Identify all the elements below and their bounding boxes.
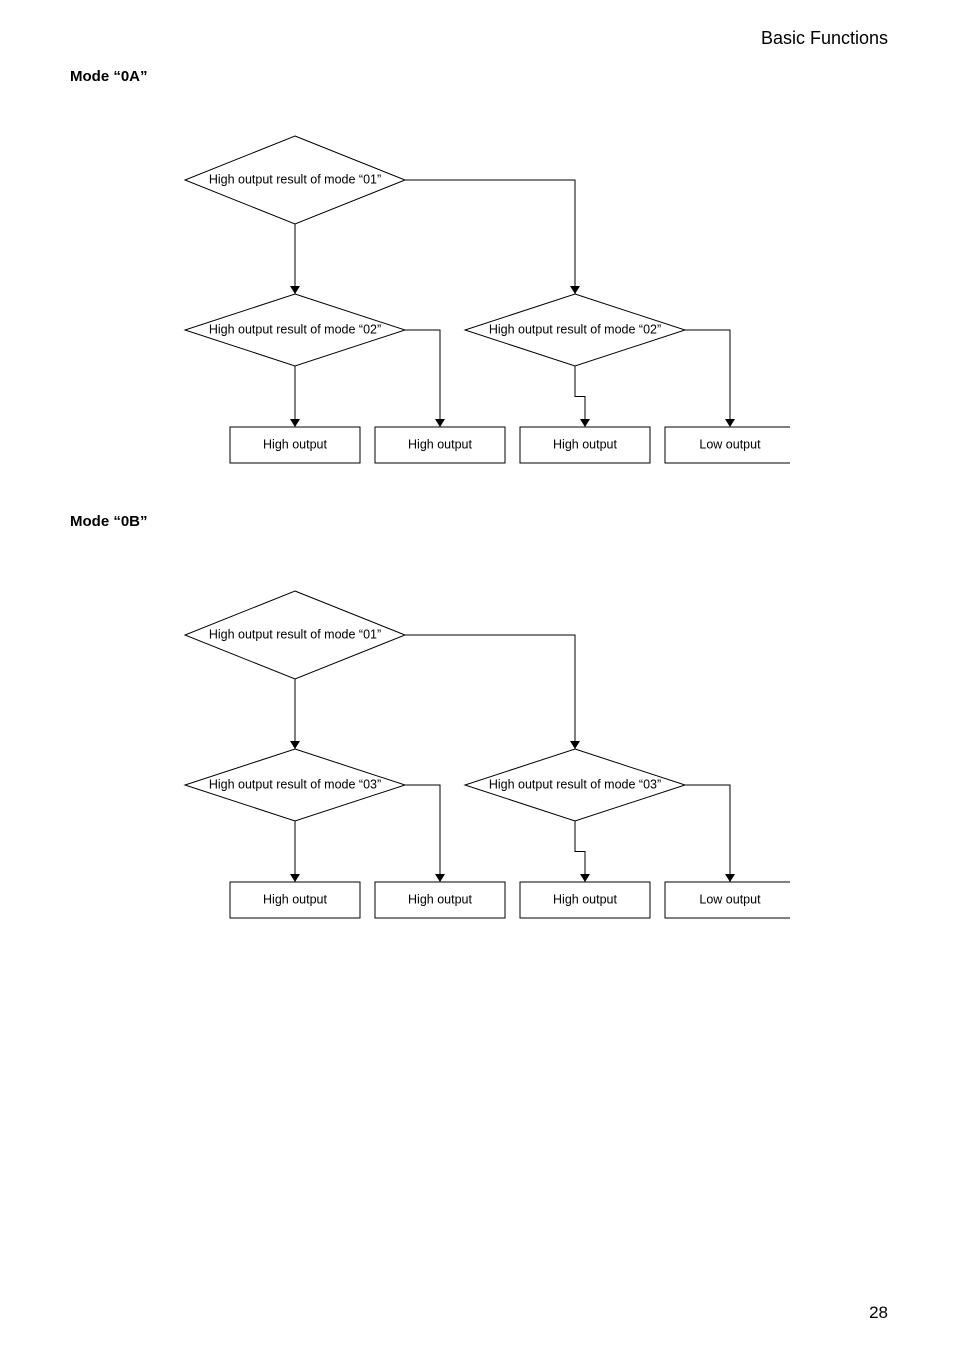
output-box-2-label: High output bbox=[553, 437, 617, 451]
page-header: Basic Functions bbox=[761, 28, 888, 49]
arrow-right-to-box3 bbox=[725, 419, 735, 427]
conn-top-to-right bbox=[405, 635, 575, 749]
arrow-left-to-box1 bbox=[435, 874, 445, 882]
output-box-0-label: High output bbox=[263, 437, 327, 451]
arrow-right-to-box3 bbox=[725, 874, 735, 882]
page-number: 28 bbox=[869, 1303, 888, 1323]
arrow-right-to-box2 bbox=[580, 874, 590, 882]
arrow-right-to-box2 bbox=[580, 419, 590, 427]
output-box-3-label: Low output bbox=[699, 892, 761, 906]
arrow-left-to-box0 bbox=[290, 874, 300, 882]
output-box-1-label: High output bbox=[408, 892, 472, 906]
output-box-1-label: High output bbox=[408, 437, 472, 451]
output-box-0-label: High output bbox=[263, 892, 327, 906]
section-title-0b: Mode “0B” bbox=[70, 513, 148, 530]
arrow-top-to-left bbox=[290, 286, 300, 294]
arrow-top-to-right bbox=[570, 741, 580, 749]
output-box-2-label: High output bbox=[553, 892, 617, 906]
decision-left-label: High output result of mode “03” bbox=[209, 777, 381, 791]
arrow-top-to-left bbox=[290, 741, 300, 749]
conn-right-to-box3 bbox=[685, 330, 730, 427]
decision-top-label: High output result of mode “01” bbox=[209, 172, 381, 186]
conn-left-to-box1 bbox=[405, 330, 440, 427]
flowchart-mode-0a: High output result of mode “01” High outp… bbox=[150, 115, 790, 490]
arrow-top-to-right bbox=[570, 286, 580, 294]
section-title-0a: Mode “0A” bbox=[70, 68, 148, 85]
decision-right-label: High output result of mode “02” bbox=[489, 322, 661, 336]
conn-top-to-right bbox=[405, 180, 575, 294]
arrow-left-to-box1 bbox=[435, 419, 445, 427]
decision-top-label: High output result of mode “01” bbox=[209, 627, 381, 641]
conn-right-to-box2 bbox=[575, 821, 585, 882]
conn-right-to-box3 bbox=[685, 785, 730, 882]
decision-left-label: High output result of mode “02” bbox=[209, 322, 381, 336]
flowchart-mode-0b: High output result of mode “01” High outp… bbox=[150, 570, 790, 945]
output-box-3-label: Low output bbox=[699, 437, 761, 451]
arrow-left-to-box0 bbox=[290, 419, 300, 427]
conn-right-to-box2 bbox=[575, 366, 585, 427]
conn-left-to-box1 bbox=[405, 785, 440, 882]
decision-right-label: High output result of mode “03” bbox=[489, 777, 661, 791]
